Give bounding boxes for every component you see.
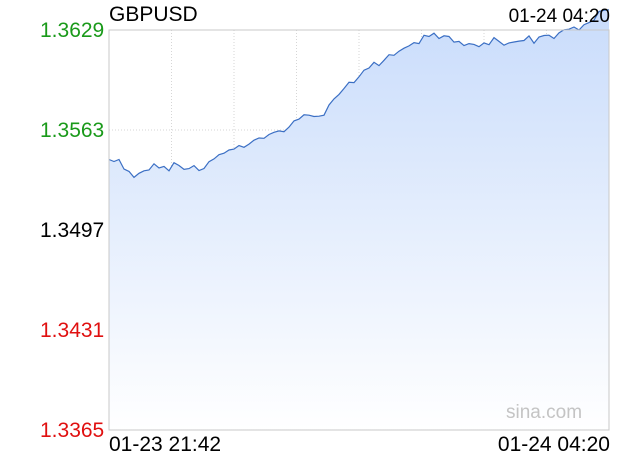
y-tick-label: 1.3365 <box>40 419 105 442</box>
y-tick-label: 1.3629 <box>40 19 105 42</box>
chart-timestamp: 01-24 04:20 <box>508 6 610 27</box>
price-line <box>108 9 610 179</box>
y-tick-label: 1.3563 <box>40 119 105 142</box>
price-area-fill <box>109 9 609 431</box>
x-tick-label: 01-23 21:42 <box>109 433 222 456</box>
y-tick-label: 1.3497 <box>40 219 105 242</box>
watermark: sina.com <box>506 402 583 423</box>
x-tick-label: 01-24 04:20 <box>497 433 610 456</box>
chart-title: GBPUSD <box>109 3 198 26</box>
y-tick-label: 1.3431 <box>40 319 105 342</box>
plot-border <box>108 29 610 431</box>
